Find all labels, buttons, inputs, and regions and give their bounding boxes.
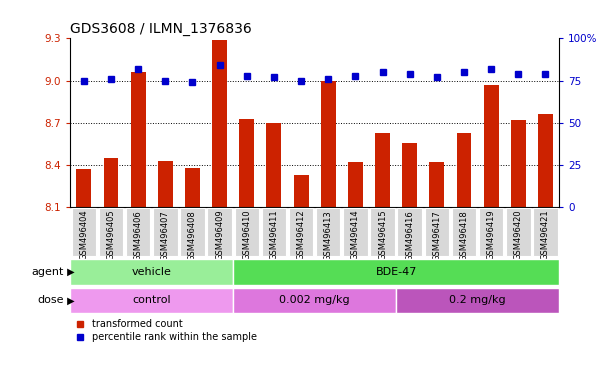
Text: GDS3608 / ILMN_1376836: GDS3608 / ILMN_1376836 — [70, 22, 252, 36]
Bar — [131, 72, 145, 207]
FancyBboxPatch shape — [343, 209, 368, 256]
Text: percentile rank within the sample: percentile rank within the sample — [92, 332, 257, 342]
Bar — [212, 40, 227, 207]
FancyBboxPatch shape — [425, 209, 449, 256]
Text: GSM496404: GSM496404 — [79, 210, 89, 260]
Bar — [402, 142, 417, 207]
FancyBboxPatch shape — [316, 209, 340, 256]
FancyBboxPatch shape — [126, 209, 150, 256]
Text: GSM496416: GSM496416 — [405, 210, 414, 261]
Text: GSM496408: GSM496408 — [188, 210, 197, 261]
FancyBboxPatch shape — [396, 288, 559, 313]
Text: 0.002 mg/kg: 0.002 mg/kg — [279, 295, 350, 306]
Text: GSM496413: GSM496413 — [324, 210, 333, 261]
FancyBboxPatch shape — [262, 209, 286, 256]
Bar — [456, 133, 472, 207]
Text: GSM496405: GSM496405 — [106, 210, 115, 260]
Text: GSM496407: GSM496407 — [161, 210, 170, 261]
FancyBboxPatch shape — [235, 209, 259, 256]
FancyBboxPatch shape — [479, 209, 503, 256]
FancyBboxPatch shape — [233, 259, 559, 285]
Text: GSM496414: GSM496414 — [351, 210, 360, 260]
FancyBboxPatch shape — [180, 209, 205, 256]
Bar — [266, 123, 282, 207]
Text: GSM496406: GSM496406 — [134, 210, 142, 261]
Bar — [430, 162, 444, 207]
Bar — [103, 158, 119, 207]
Text: ▶: ▶ — [64, 266, 75, 277]
Text: BDE-47: BDE-47 — [375, 266, 417, 277]
Bar — [511, 120, 526, 207]
Bar — [158, 161, 173, 207]
FancyBboxPatch shape — [70, 259, 233, 285]
Bar — [240, 119, 254, 207]
FancyBboxPatch shape — [99, 209, 123, 256]
Text: GSM496411: GSM496411 — [269, 210, 279, 260]
Text: GSM496420: GSM496420 — [514, 210, 523, 260]
Text: GSM496410: GSM496410 — [243, 210, 251, 260]
Bar — [538, 114, 553, 207]
Bar — [348, 162, 363, 207]
Text: vehicle: vehicle — [132, 266, 172, 277]
FancyBboxPatch shape — [207, 209, 232, 256]
FancyBboxPatch shape — [370, 209, 395, 256]
Bar — [185, 168, 200, 207]
Text: transformed count: transformed count — [92, 319, 183, 329]
Bar — [294, 175, 309, 207]
Text: 0.2 mg/kg: 0.2 mg/kg — [449, 295, 506, 306]
Bar — [375, 133, 390, 207]
Text: GSM496409: GSM496409 — [215, 210, 224, 260]
Text: agent: agent — [32, 266, 64, 277]
Text: GSM496415: GSM496415 — [378, 210, 387, 260]
FancyBboxPatch shape — [398, 209, 422, 256]
Text: GSM496421: GSM496421 — [541, 210, 550, 260]
FancyBboxPatch shape — [506, 209, 530, 256]
FancyBboxPatch shape — [233, 288, 396, 313]
FancyBboxPatch shape — [70, 288, 233, 313]
Bar — [484, 85, 499, 207]
Text: GSM496412: GSM496412 — [296, 210, 306, 260]
Text: ▶: ▶ — [64, 295, 75, 306]
FancyBboxPatch shape — [153, 209, 178, 256]
Text: GSM496417: GSM496417 — [433, 210, 441, 261]
Text: control: control — [133, 295, 171, 306]
FancyBboxPatch shape — [533, 209, 558, 256]
Text: dose: dose — [38, 295, 64, 306]
Bar — [321, 81, 335, 207]
Text: GSM496419: GSM496419 — [487, 210, 496, 260]
Bar — [76, 169, 91, 207]
FancyBboxPatch shape — [452, 209, 476, 256]
FancyBboxPatch shape — [71, 209, 96, 256]
FancyBboxPatch shape — [289, 209, 313, 256]
Text: GSM496418: GSM496418 — [459, 210, 469, 261]
